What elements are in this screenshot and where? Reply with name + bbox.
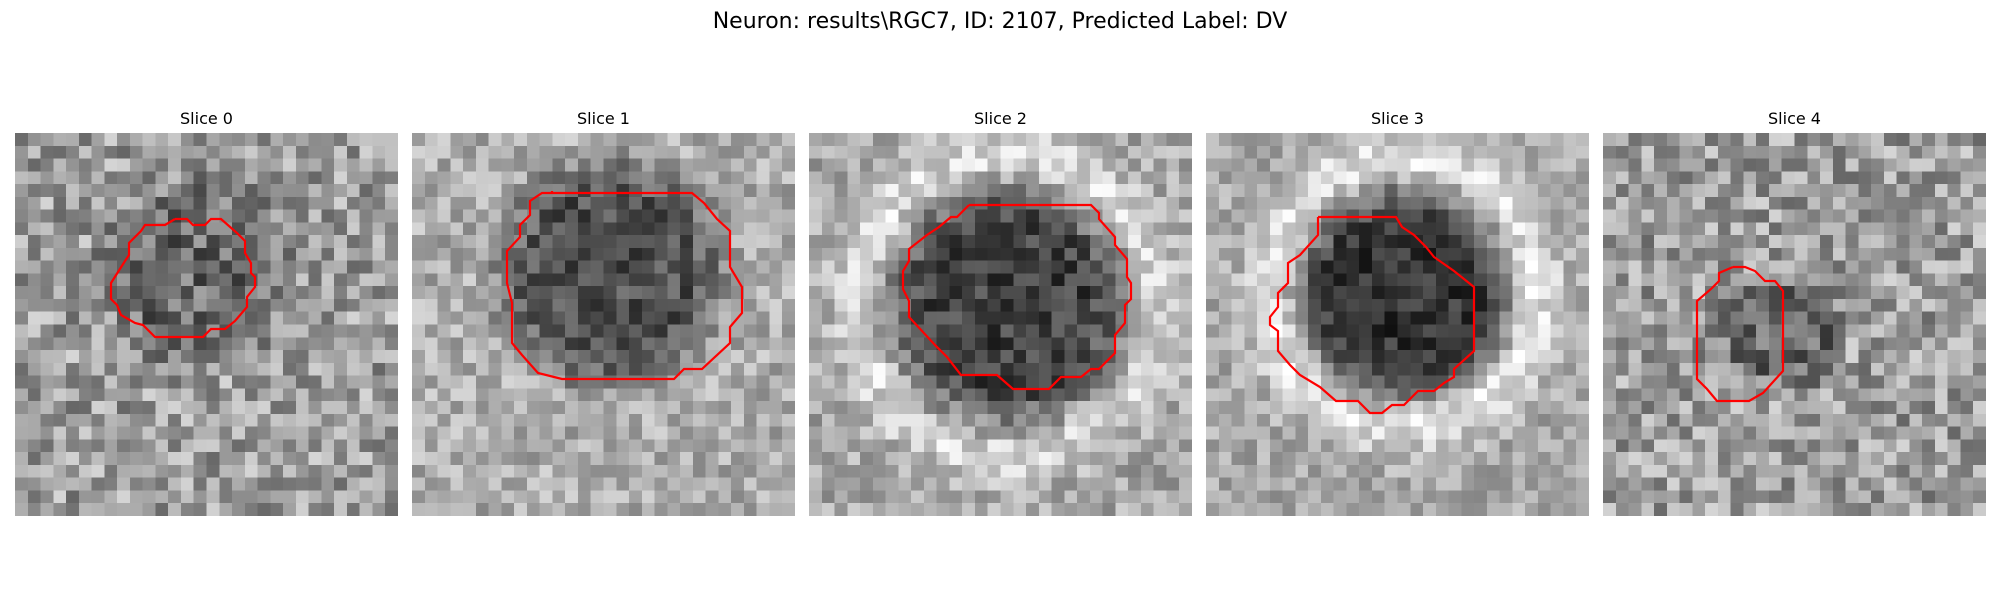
slice-panel-4: Slice 4	[1603, 108, 1986, 516]
roi-contour-line	[1268, 215, 1476, 415]
slice-image	[412, 133, 795, 516]
slice-panel-3: Slice 3	[1206, 108, 1589, 516]
slice-image	[15, 133, 398, 516]
roi-contour-line	[1695, 265, 1785, 403]
slice-panel-0: Slice 0	[15, 108, 398, 516]
slice-image	[1206, 133, 1589, 516]
roi-contour	[1695, 265, 1785, 403]
grayscale-microscopy-image	[1603, 133, 1986, 516]
roi-contour	[1268, 215, 1476, 415]
slice-title: Slice 4	[1768, 109, 1821, 128]
slice-title: Slice 2	[974, 109, 1027, 128]
roi-contour-line	[505, 191, 744, 381]
slice-image	[809, 133, 1192, 516]
slice-panel-2: Slice 2	[809, 108, 1192, 516]
slice-title: Slice 3	[1371, 109, 1424, 128]
grayscale-microscopy-image	[809, 133, 1192, 516]
slice-title: Slice 1	[577, 109, 630, 128]
grayscale-microscopy-image	[15, 133, 398, 516]
roi-contour-line	[109, 217, 257, 339]
slice-panel-1: Slice 1	[412, 108, 795, 516]
slice-image	[1603, 133, 1986, 516]
roi-contour-line	[901, 203, 1133, 391]
roi-contour	[109, 217, 257, 339]
figure-title: Neuron: results\RGC7, ID: 2107, Predicte…	[712, 9, 1288, 34]
slice-title: Slice 0	[180, 109, 233, 128]
roi-contour	[901, 203, 1133, 391]
roi-contour	[505, 191, 744, 381]
